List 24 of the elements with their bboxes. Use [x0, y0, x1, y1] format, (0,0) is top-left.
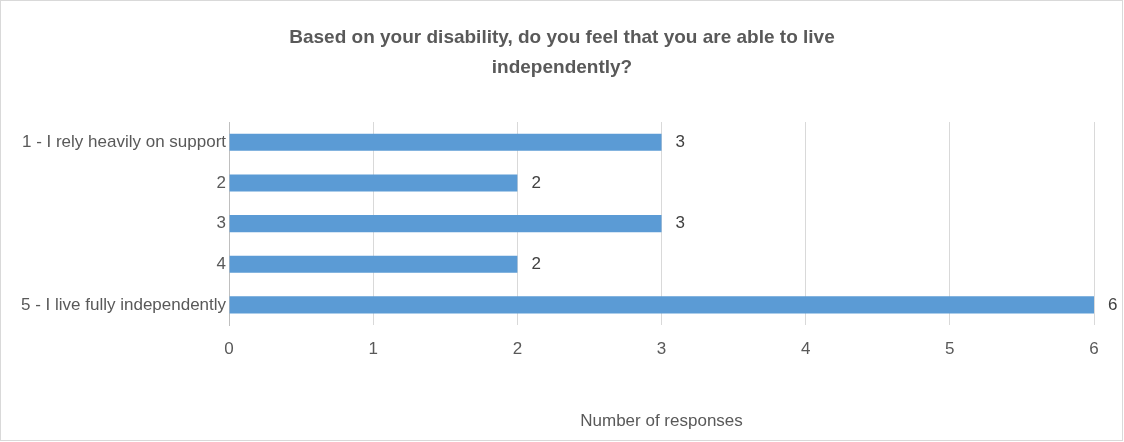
chart-title: Based on your disability, do you feel that you are able to live independently?	[288, 25, 836, 79]
data-label: 6	[1108, 294, 1118, 314]
data-label: 3	[675, 213, 685, 233]
y-tick-label: 2	[216, 172, 227, 192]
x-tick-label: 1	[368, 339, 378, 359]
y-tick-label: 3	[216, 213, 227, 233]
x-tick-label: 0	[224, 339, 234, 359]
x-tick-label: 6	[1089, 339, 1099, 359]
data-label: 2	[531, 253, 541, 273]
x-tick-label: 3	[656, 339, 667, 359]
x-tick-label: 2	[512, 339, 523, 359]
x-axis-title: Number of responses	[580, 411, 743, 431]
bar	[229, 174, 518, 192]
data-label: 3	[675, 132, 685, 152]
bar	[229, 296, 1094, 314]
x-tick-label: 4	[800, 339, 811, 359]
x-tick-label: 5	[945, 339, 955, 359]
y-tick-label: 5 - I live fully independently	[21, 294, 227, 314]
bar	[229, 133, 662, 151]
y-tick-label: 1 - I rely heavily on support	[21, 132, 227, 152]
bar	[229, 215, 662, 233]
bar	[229, 255, 518, 273]
y-tick-label: 4	[216, 253, 227, 273]
data-label: 2	[531, 172, 541, 192]
